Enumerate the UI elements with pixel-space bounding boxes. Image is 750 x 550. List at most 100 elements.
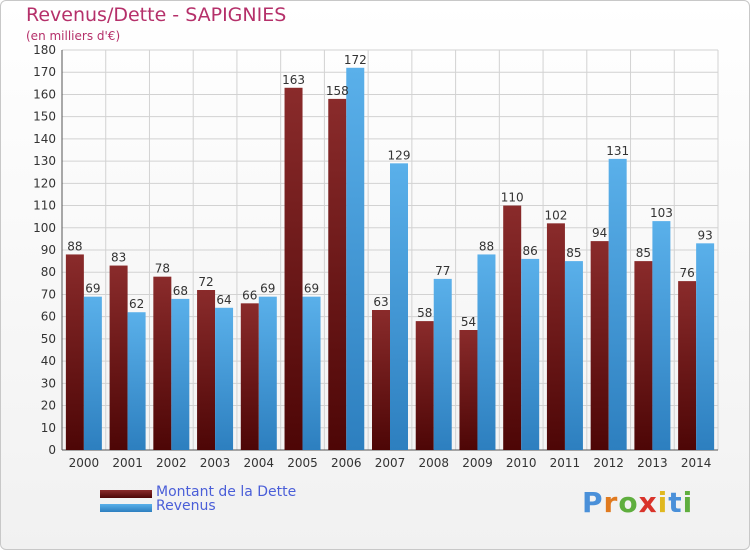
bar-revenus [215, 307, 234, 450]
x-tick-label: 2002 [156, 456, 187, 470]
bar-dette [240, 303, 259, 450]
x-tick-label: 2006 [331, 456, 362, 470]
data-label-dette: 110 [501, 191, 524, 205]
bar-dette [372, 310, 390, 450]
y-tick-label: 70 [41, 287, 56, 301]
chart-subtitle: (en milliers d'€) [26, 29, 121, 43]
y-tick-label: 140 [33, 132, 56, 146]
y-tick-label: 80 [41, 265, 56, 279]
x-tick-label: 2008 [418, 456, 449, 470]
data-label-revenus: 68 [173, 284, 188, 298]
data-label-revenus: 129 [388, 148, 411, 162]
bar-dette [546, 223, 565, 450]
x-tick-label: 2005 [287, 456, 318, 470]
bar-revenus [258, 296, 277, 450]
bar-dette [590, 241, 609, 450]
bar-revenus [477, 254, 496, 450]
logo-letter: x [638, 486, 658, 519]
bar-dette [415, 321, 434, 450]
x-tick-label: 2001 [112, 456, 143, 470]
bar-revenus [171, 298, 190, 450]
legend-label-dette: Montant de la Dette [156, 484, 297, 500]
bar-dette [634, 261, 653, 450]
data-label-dette: 94 [592, 226, 607, 240]
x-tick-label: 2012 [593, 456, 624, 470]
bar-revenus [302, 296, 321, 450]
data-label-revenus: 69 [260, 282, 275, 296]
data-label-dette: 158 [326, 84, 349, 98]
chart-title: Revenus/Dette - SAPIGNIES [26, 4, 287, 26]
y-tick-label: 90 [41, 243, 56, 257]
data-label-revenus: 69 [85, 282, 100, 296]
data-label-revenus: 93 [697, 228, 712, 242]
bar-dette [197, 290, 216, 450]
data-label-revenus: 62 [129, 297, 144, 311]
data-label-dette: 76 [679, 266, 694, 280]
bar-revenus [346, 67, 365, 451]
data-label-dette: 58 [417, 306, 432, 320]
y-tick-label: 160 [33, 87, 56, 101]
bar-dette [459, 330, 478, 450]
bar-revenus [83, 296, 102, 450]
bar-dette [109, 265, 128, 450]
x-tick-label: 2000 [69, 456, 100, 470]
bar-dette [678, 281, 697, 450]
y-tick-label: 180 [33, 43, 56, 57]
bar-dette [503, 205, 522, 450]
data-label-dette: 54 [461, 315, 476, 329]
y-tick-label: 20 [41, 399, 56, 413]
bar-dette [284, 87, 303, 451]
data-labels: 88 83 78 72 66 163 158 63 58 54 110 102 94 85 76 69 62 68… [67, 53, 713, 329]
data-label-revenus: 86 [523, 244, 538, 258]
y-tick-label: 120 [33, 176, 56, 190]
y-tick-label: 100 [33, 221, 56, 235]
data-label-dette: 72 [198, 275, 213, 289]
bars [65, 67, 715, 451]
logo-letter: i [657, 486, 669, 519]
data-label-revenus: 172 [344, 53, 367, 67]
y-tick-label: 50 [41, 332, 56, 346]
bar-dette [328, 98, 347, 450]
bar-revenus [390, 163, 408, 451]
logo-letter: o [618, 486, 639, 519]
logo-letter: t [668, 486, 683, 519]
data-label-revenus: 69 [304, 282, 319, 296]
x-tick-label: 2011 [550, 456, 581, 470]
data-label-dette: 88 [67, 239, 82, 253]
x-tick-label: 2014 [681, 456, 712, 470]
bar-revenus [564, 261, 583, 450]
legend-swatch-revenus [100, 504, 152, 512]
x-tick-label: 2010 [506, 456, 537, 470]
bar-revenus [608, 158, 627, 450]
data-label-dette: 78 [155, 262, 170, 276]
logo-letter: r [603, 486, 619, 519]
bar-revenus [652, 221, 671, 450]
y-tick-labels: 0 10 20 30 40 50 60 70 80 90 100 110 120 130 140 150 160… [33, 43, 56, 457]
data-label-dette: 83 [111, 251, 126, 265]
y-tick-label: 10 [41, 421, 56, 435]
logo-letter: i [682, 486, 694, 519]
data-label-revenus: 85 [566, 246, 581, 260]
data-label-revenus: 77 [435, 264, 450, 278]
x-tick-label: 2007 [375, 456, 406, 470]
data-label-revenus: 103 [650, 206, 673, 220]
y-tick-label: 150 [33, 110, 56, 124]
legend-swatch-dette [100, 490, 152, 498]
y-tick-label: 40 [41, 354, 56, 368]
y-tick-label: 110 [33, 199, 56, 213]
x-tick-label: 2003 [200, 456, 231, 470]
x-tick-labels: 2000 2001 2002 2003 2004 2005 2006 2007 2008 2009… [69, 456, 712, 470]
proxiti-logo: Proxiti [582, 486, 693, 519]
bar-revenus [696, 243, 715, 450]
data-label-dette: 63 [373, 295, 388, 309]
y-tick-label: 130 [33, 154, 56, 168]
x-tick-label: 2004 [244, 456, 275, 470]
y-tick-label: 30 [41, 376, 56, 390]
bar-revenus [521, 258, 540, 450]
y-tick-label: 60 [41, 310, 56, 324]
data-label-dette: 102 [544, 208, 567, 222]
bar-dette [153, 276, 172, 450]
x-tick-label: 2009 [462, 456, 493, 470]
data-label-dette: 85 [636, 246, 651, 260]
bar-dette [65, 254, 84, 450]
